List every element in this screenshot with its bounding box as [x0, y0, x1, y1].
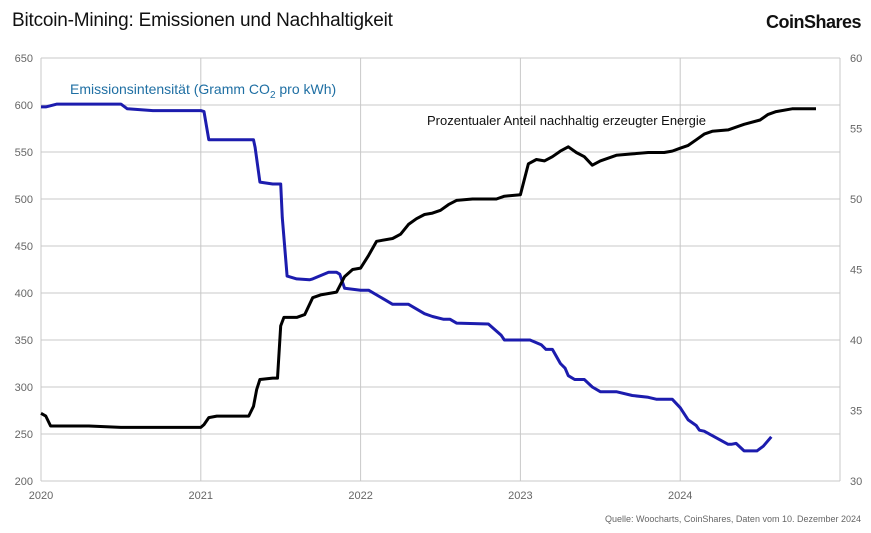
renewable-series-line: [40, 107, 816, 429]
x-tick-label: 2023: [508, 490, 532, 502]
right-tick-label: 30: [850, 476, 862, 488]
left-tick-label: 450: [15, 241, 33, 253]
x-tick-label: 2020: [29, 490, 53, 502]
source-note: Quelle: Woocharts, CoinShares, Daten vom…: [605, 514, 861, 524]
right-axis-ticks: 30 35 40 45 50 55 60: [850, 53, 862, 488]
chart-title: Bitcoin-Mining: Emissionen und Nachhalti…: [12, 10, 393, 31]
right-tick-label: 35: [850, 406, 862, 418]
emissions-series-line: [41, 102, 773, 453]
x-tick-label: 2022: [348, 490, 372, 502]
left-axis-ticks: 200 250 300 350 400 450 500 550 600 650: [15, 53, 33, 488]
left-tick-label: 500: [15, 194, 33, 206]
left-tick-label: 300: [15, 382, 33, 394]
right-tick-label: 50: [850, 194, 862, 206]
right-tick-label: 55: [850, 124, 862, 136]
x-tick-label: 2021: [189, 490, 213, 502]
coinshares-logo: CoinShares: [765, 12, 862, 32]
label-part: pro kWh): [276, 81, 337, 97]
renewable-series-label: Prozentualer Anteil nachhaltig erzeugter…: [427, 113, 706, 128]
label-part: Emissionsintensität (Gramm CO: [70, 81, 270, 97]
left-tick-label: 600: [15, 100, 33, 112]
left-tick-label: 550: [15, 147, 33, 159]
left-tick-label: 200: [15, 476, 33, 488]
left-tick-label: 350: [15, 335, 33, 347]
x-axis-ticks: 2020 2021 2022 2023 2024: [29, 490, 693, 502]
x-tick-label: 2024: [668, 490, 692, 502]
right-tick-label: 60: [850, 53, 862, 65]
emissions-series-label: Emissionsintensität (Gramm CO2 pro kWh): [70, 81, 336, 101]
right-tick-label: 40: [850, 335, 862, 347]
right-tick-label: 45: [850, 265, 862, 277]
left-tick-label: 250: [15, 429, 33, 441]
left-tick-label: 650: [15, 53, 33, 65]
label-subscript: 2: [270, 90, 276, 101]
left-tick-label: 400: [15, 288, 33, 300]
